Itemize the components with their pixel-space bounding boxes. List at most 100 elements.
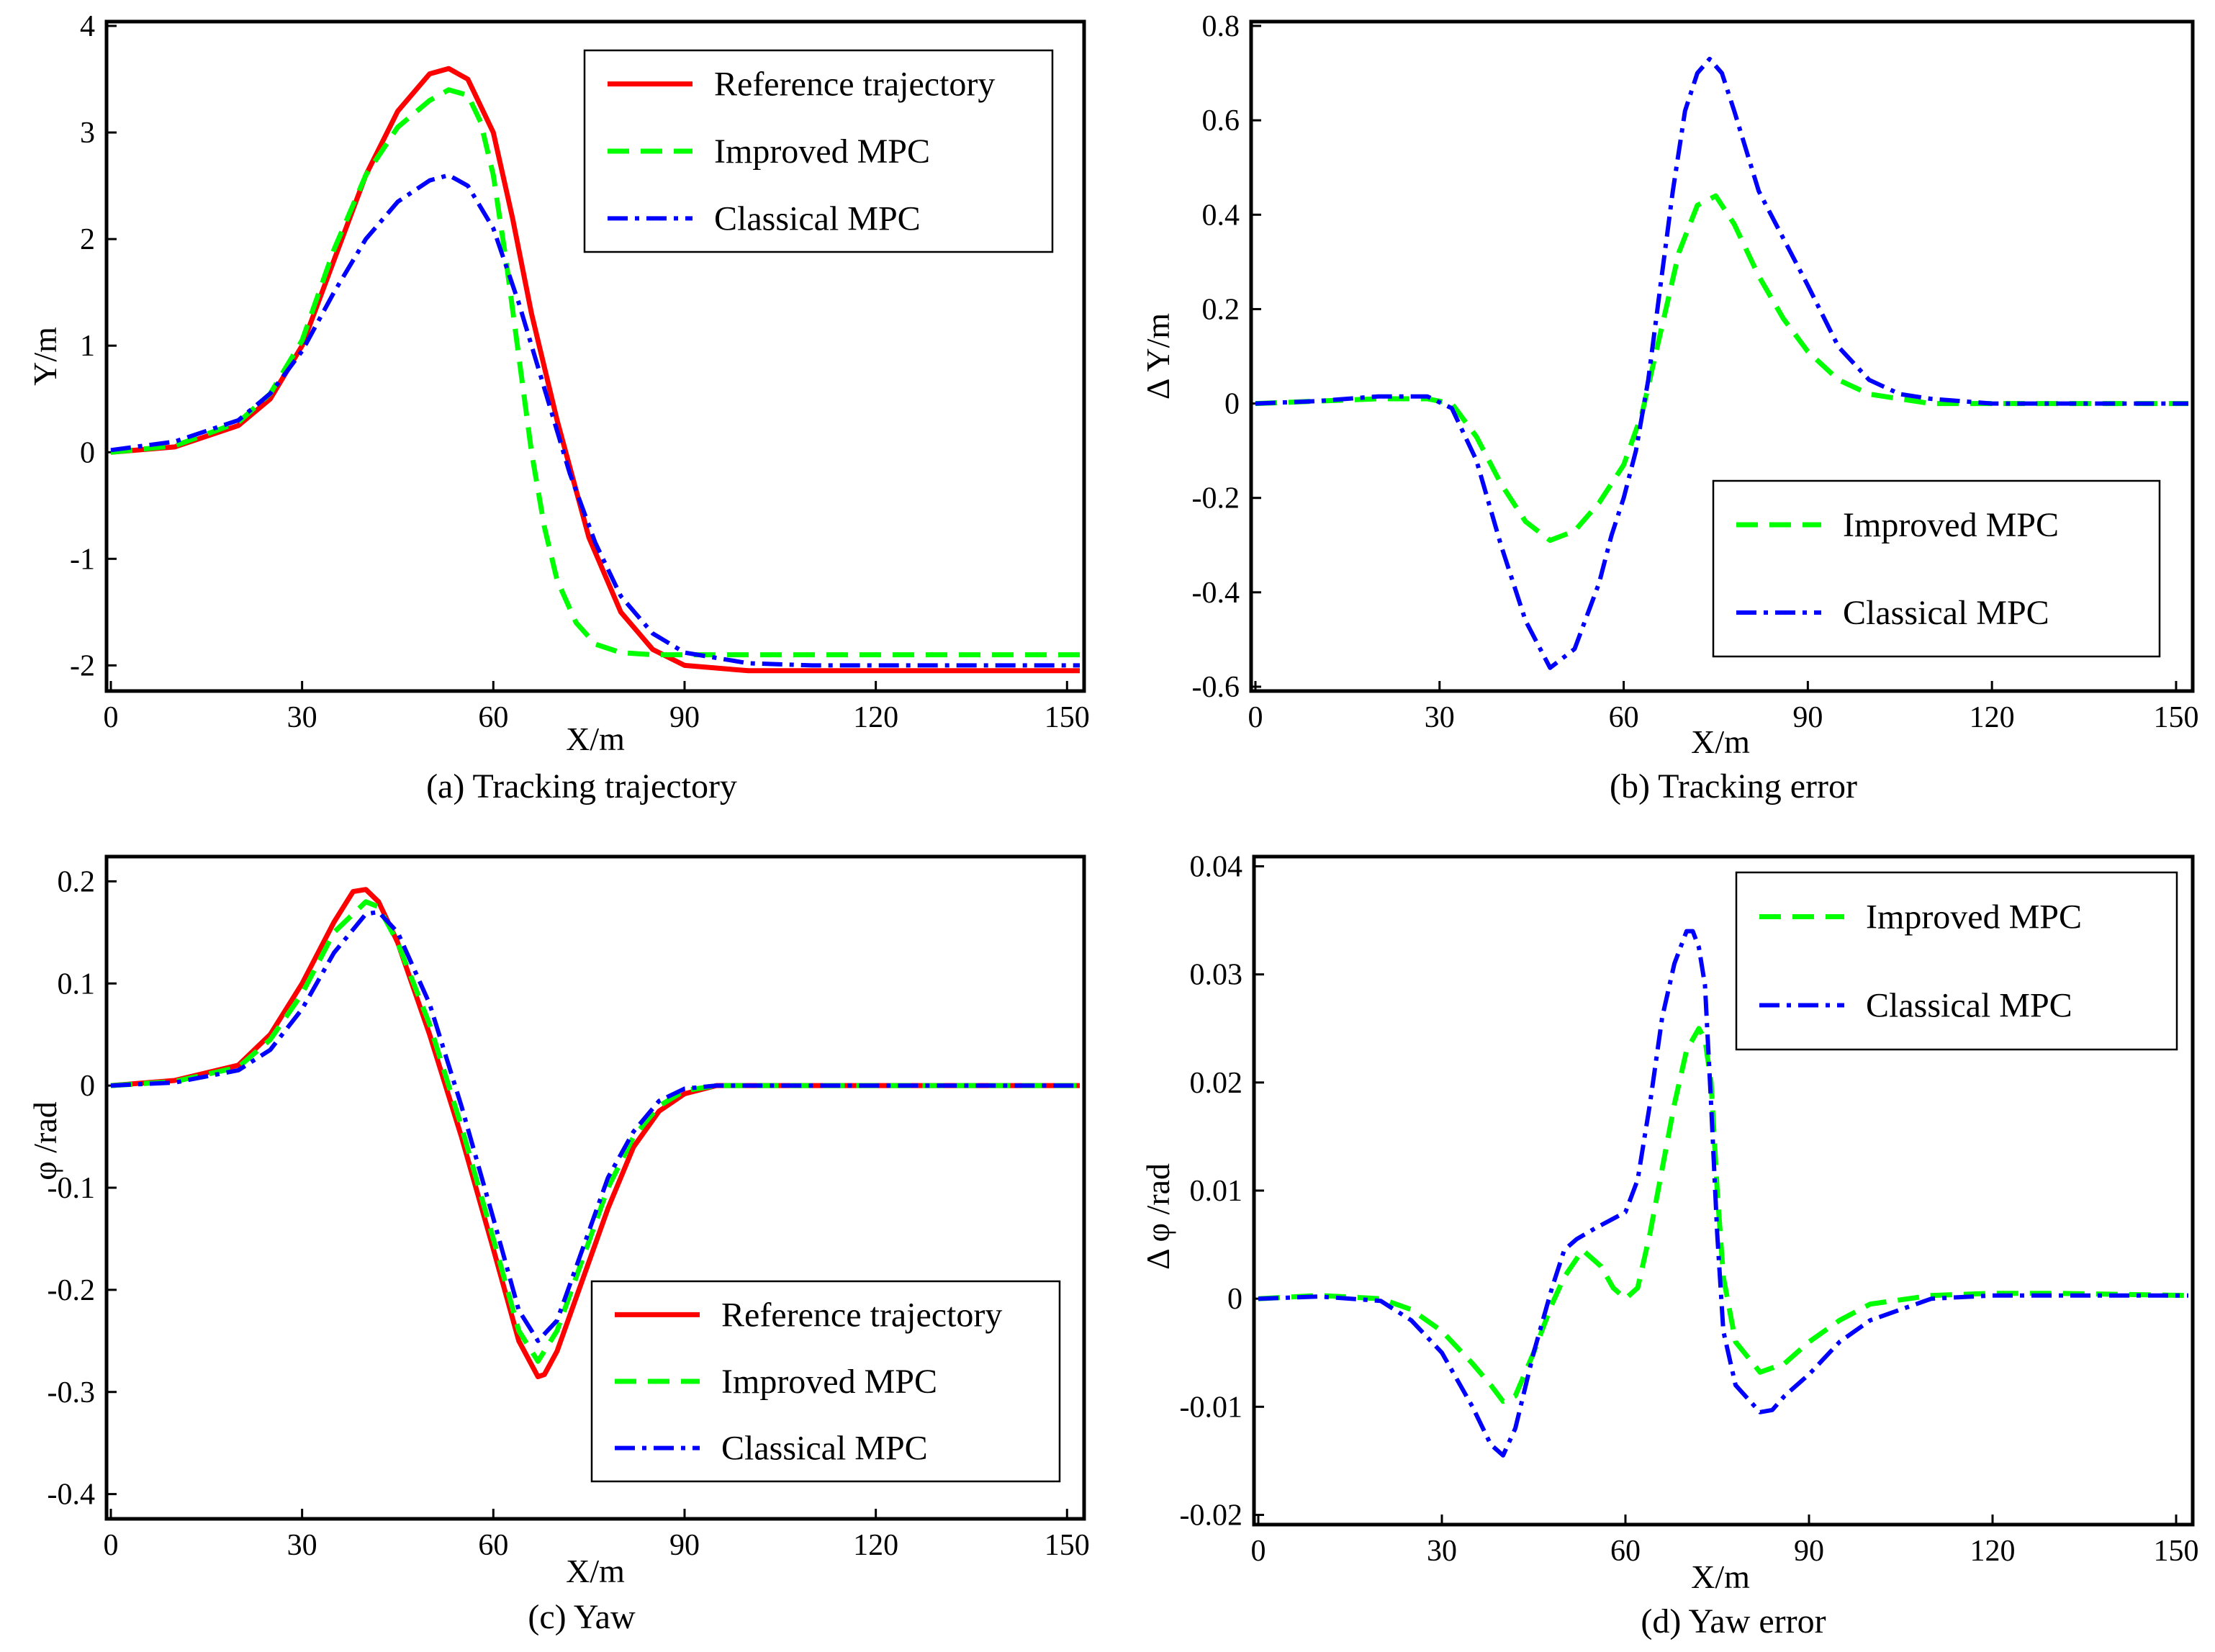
y-tick-label: 0.01 <box>1190 1175 1243 1208</box>
series-group <box>1255 56 2188 670</box>
tick-group: 0 30 60 90 120 150 -0.6 -0.4 -0.2 0 0.2 0.4 0.6 0.8 <box>1192 10 2199 734</box>
series-line-improved-mpc <box>110 87 1080 658</box>
x-tick-label: 60 <box>478 1529 508 1562</box>
y-tick-label: 0 <box>80 436 95 469</box>
x-tick-label: 90 <box>1792 701 1823 734</box>
x-tick-label: 90 <box>1794 1535 1824 1568</box>
y-tick-label: 0.2 <box>1202 293 1240 326</box>
x-tick-label: 30 <box>287 1529 317 1562</box>
y-tick-label: -0.1 <box>48 1172 96 1205</box>
y-tick-label: -0.02 <box>1180 1499 1243 1532</box>
y-tick-label: 2 <box>80 223 95 256</box>
caption: (c) Yaw <box>528 1598 636 1636</box>
x-tick-label: 60 <box>1609 701 1639 734</box>
legend-label-classical-mpc: Classical MPC <box>1866 987 2072 1025</box>
x-tick-label: 120 <box>1970 701 2015 734</box>
series-group <box>110 887 1080 1379</box>
x-tick-label: 150 <box>1045 701 1090 734</box>
x-tick-label: 120 <box>853 701 898 734</box>
legend-label-improved-mpc: Improved MPC <box>721 1363 937 1401</box>
y-tick-label: -0.4 <box>1192 577 1240 610</box>
plot-frame <box>104 19 1086 693</box>
legend-box <box>1735 871 2178 1051</box>
y-tick-label: 0.1 <box>58 967 96 1001</box>
y-tick-label: -0.6 <box>1192 671 1240 704</box>
x-tick-label: 150 <box>2154 1535 2199 1568</box>
x-tick-label: 90 <box>669 701 700 734</box>
series-group <box>1258 929 2189 1458</box>
x-tick-label: 0 <box>1251 1535 1266 1568</box>
y-tick-label: -0.2 <box>48 1274 96 1307</box>
x-axis-label: X/m <box>1691 1558 1750 1595</box>
series-group <box>110 66 1080 674</box>
x-axis-label: X/m <box>1691 723 1750 760</box>
y-tick-label: 0.03 <box>1190 959 1243 992</box>
legend: Reference trajectory Improved MPC Classica… <box>590 1280 1061 1483</box>
x-tick-label: 0 <box>104 701 119 734</box>
legend: Improved MPC Classical MPC <box>1735 871 2178 1051</box>
legend-label-improved-mpc: Improved MPC <box>1866 898 2082 936</box>
y-tick-label: 0 <box>1224 388 1240 421</box>
y-tick-label: 3 <box>80 117 95 150</box>
y-tick-label: 0.8 <box>1202 10 1240 43</box>
x-tick-label: 150 <box>2153 701 2198 734</box>
series-line-classical-mpc <box>1255 56 2188 670</box>
y-tick-label: 0 <box>80 1070 95 1103</box>
y-tick-label: 0.4 <box>1202 199 1240 232</box>
y-axis-label: Y/m <box>27 327 63 386</box>
legend-label-improved-mpc: Improved MPC <box>714 132 930 171</box>
series-line-improved-mpc <box>110 899 1080 1364</box>
y-tick-label: 0.6 <box>1202 104 1240 137</box>
y-tick-label: 0.2 <box>58 865 96 898</box>
legend: Improved MPC Classical MPC <box>1712 479 2161 658</box>
legend: Reference trajectory Improved MPC Classica… <box>583 49 1054 253</box>
legend-label-reference-trajectory: Reference trajectory <box>721 1296 1002 1334</box>
x-tick-label: 120 <box>853 1529 898 1562</box>
panel-b: 0 30 60 90 120 150 -0.6 -0.4 -0.2 0 0.2 0.4 0.6 0.8 I… <box>1140 10 2198 805</box>
panel-a: 0 30 60 90 120 150 -2 -1 0 1 2 3 4 Reference traject… <box>27 10 1090 805</box>
legend-box <box>1712 479 2161 658</box>
series-line-classical-mpc <box>1258 929 2188 1458</box>
y-tick-label: 1 <box>80 330 95 363</box>
tick-group: 0 30 60 90 120 150 -0.4 -0.3 -0.2 -0.1 0 0.1 0.2 <box>48 865 1090 1562</box>
x-tick-label: 30 <box>1427 1535 1457 1568</box>
y-tick-label: 0.04 <box>1190 851 1243 884</box>
legend-label-reference-trajectory: Reference trajectory <box>714 66 995 104</box>
x-tick-label: 0 <box>1248 701 1263 734</box>
x-tick-label: 90 <box>669 1529 700 1562</box>
y-tick-label: -0.4 <box>48 1479 96 1512</box>
x-tick-label: 60 <box>1610 1535 1641 1568</box>
panel-d: 0 30 60 90 120 150 -0.02 -0.01 0 0.01 0.02 0.03 0.04… <box>1140 851 2199 1640</box>
x-tick-label: 60 <box>478 701 508 734</box>
series-line-classical-mpc <box>110 909 1080 1343</box>
legend-label-classical-mpc: Classical MPC <box>1843 594 2049 632</box>
y-tick-label: -0.3 <box>48 1376 96 1409</box>
y-axis-label: φ /rad <box>27 1101 63 1181</box>
y-tick-label: -0.2 <box>1192 482 1240 515</box>
y-axis-label: Δ φ /rad <box>1140 1163 1176 1270</box>
caption: (b) Tracking error <box>1610 767 1857 805</box>
x-tick-label: 30 <box>1425 701 1455 734</box>
series-line-improved-mpc <box>1258 1026 2189 1404</box>
y-tick-label: 0 <box>1227 1283 1242 1316</box>
caption: (a) Tracking trajectory <box>426 767 737 805</box>
series-line-reference-trajectory <box>110 887 1080 1379</box>
x-tick-label: 120 <box>1970 1535 2016 1568</box>
y-tick-label: -0.01 <box>1180 1391 1243 1424</box>
caption: (d) Yaw error <box>1641 1602 1826 1640</box>
y-tick-label: -2 <box>70 649 95 682</box>
x-axis-label: X/m <box>566 721 625 757</box>
series-line-classical-mpc <box>110 173 1080 668</box>
x-tick-label: 30 <box>287 701 317 734</box>
x-tick-label: 150 <box>1045 1529 1090 1562</box>
legend-label-improved-mpc: Improved MPC <box>1843 506 2059 544</box>
legend-label-classical-mpc: Classical MPC <box>721 1430 928 1468</box>
tick-group: 0 30 60 90 120 150 -2 -1 0 1 2 3 4 <box>70 10 1090 734</box>
x-axis-label: X/m <box>566 1553 625 1589</box>
y-axis-label: Δ Y/m <box>1140 313 1176 400</box>
y-tick-label: 0.02 <box>1190 1067 1243 1100</box>
tick-group: 0 30 60 90 120 150 -0.02 -0.01 0 0.01 0.02 0.03 0.04 <box>1180 851 2199 1568</box>
plot-frame <box>1249 19 2195 693</box>
y-tick-label: -1 <box>70 543 95 576</box>
